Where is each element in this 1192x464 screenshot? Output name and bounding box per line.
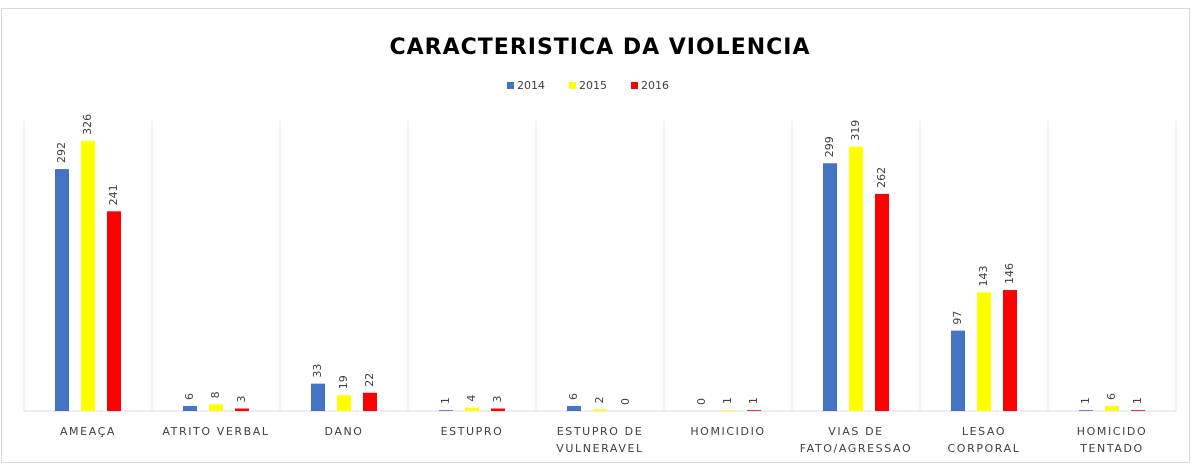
- bar: [55, 169, 69, 411]
- value-label: 146: [1003, 263, 1016, 284]
- value-label: 97: [951, 311, 964, 325]
- value-label: 262: [875, 167, 888, 188]
- value-label: 1: [1079, 397, 1092, 404]
- x-tick-label: LESAO CORPORAL: [947, 425, 1021, 455]
- value-label: 2: [593, 396, 606, 403]
- x-tick-label: HOMICIDIO: [690, 425, 766, 438]
- bar: [823, 163, 837, 411]
- value-label: 6: [1105, 393, 1118, 400]
- bar: [465, 407, 479, 411]
- legend-label: 2016: [641, 79, 669, 92]
- bar: [1105, 406, 1119, 411]
- legend-label: 2014: [517, 79, 545, 92]
- value-label: 6: [183, 393, 196, 400]
- bar: [747, 410, 761, 411]
- bar: [363, 392, 377, 411]
- x-tick-label: ATRITO VERBAL: [162, 425, 270, 438]
- bar: [721, 410, 735, 411]
- bar: [81, 140, 95, 411]
- bar: [337, 395, 351, 411]
- bar: [1003, 290, 1017, 411]
- x-tick-label: HOMICIDO TENTADO: [1076, 425, 1148, 455]
- bar: [1079, 410, 1093, 411]
- value-label: 8: [209, 391, 222, 398]
- value-label: 1: [1131, 397, 1144, 404]
- value-label: 3: [491, 396, 504, 403]
- x-tick-label: AMEAÇA: [59, 425, 117, 438]
- value-label: 292: [55, 142, 68, 163]
- value-label: 22: [363, 373, 376, 387]
- bar: [439, 410, 453, 411]
- bar: [875, 193, 889, 411]
- value-label: 1: [747, 397, 760, 404]
- value-label: 0: [619, 398, 632, 405]
- bar: [849, 146, 863, 411]
- bar: [1131, 410, 1145, 411]
- legend-swatch: [631, 82, 638, 89]
- bar: [235, 408, 249, 411]
- chart-frame: [1, 8, 1190, 463]
- value-label: 3: [235, 396, 248, 403]
- value-label: 19: [337, 375, 350, 389]
- value-label: 1: [439, 397, 452, 404]
- bar: [107, 211, 121, 411]
- value-label: 143: [977, 266, 990, 287]
- x-tick-label: ESTUPRO: [440, 425, 504, 438]
- x-tick-label: VIAS DE FATO/AGRESSAO: [799, 425, 913, 455]
- x-tick-label: DANO: [324, 425, 364, 438]
- value-label: 319: [849, 120, 862, 141]
- bar: [209, 404, 223, 411]
- chart-title: CARACTERISTICA DA VIOLENCIA: [390, 35, 811, 60]
- legend-label: 2015: [579, 79, 607, 92]
- value-label: 0: [695, 398, 708, 405]
- legend-swatch: [569, 82, 576, 89]
- bar: [977, 292, 991, 411]
- value-label: 299: [823, 136, 836, 157]
- bar: [183, 406, 197, 411]
- bar: [567, 406, 581, 411]
- bar: [593, 409, 607, 411]
- legend-swatch: [507, 82, 514, 89]
- x-tick-label: ESTUPRO DE VULNERAVEL: [556, 425, 644, 455]
- value-label: 241: [107, 184, 120, 205]
- value-label: 326: [81, 114, 94, 135]
- value-label: 33: [311, 364, 324, 378]
- value-label: 4: [465, 395, 478, 402]
- value-label: 6: [567, 393, 580, 400]
- bar: [951, 330, 965, 411]
- bar: [311, 383, 325, 411]
- value-label: 1: [721, 397, 734, 404]
- bar: [491, 408, 505, 411]
